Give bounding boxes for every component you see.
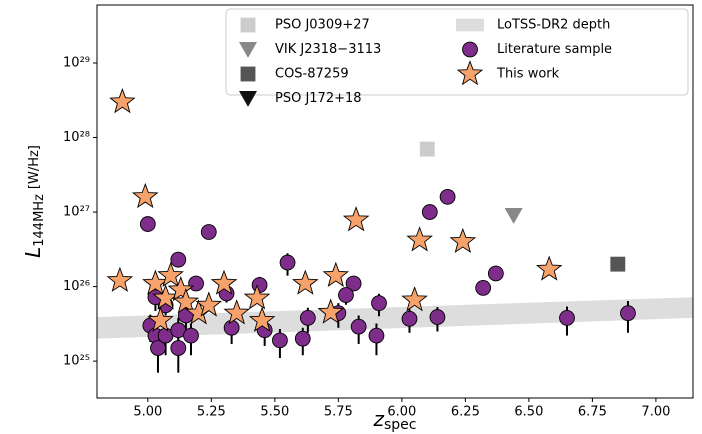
data-point [150, 340, 166, 356]
data-point [223, 299, 251, 325]
data-point [342, 206, 370, 232]
legend-marker [462, 41, 478, 58]
data-point [139, 216, 156, 232]
data-point [338, 287, 354, 303]
data-point [243, 284, 271, 310]
data-point [371, 295, 387, 312]
data-point [131, 182, 159, 209]
x-tick-label: 6.75 [578, 405, 607, 420]
x-tick-label: 5.75 [324, 405, 353, 420]
data-point [200, 224, 217, 240]
data-point [439, 188, 456, 205]
x-tick-label: 6.00 [387, 405, 416, 420]
data-point [170, 251, 187, 268]
data-point [279, 254, 296, 271]
data-point [109, 88, 136, 114]
y-tick-label: 10²⁵ [63, 354, 90, 369]
data-point [272, 332, 288, 349]
data-point [610, 256, 626, 272]
data-point [487, 265, 504, 282]
legend-box [225, 8, 689, 96]
data-point [475, 280, 492, 296]
x-tick-label: 5.00 [133, 405, 162, 420]
data-point [188, 275, 204, 292]
y-label-unit: [W/Hz] [27, 145, 42, 189]
legend-label: PSO J172+18 [275, 91, 362, 106]
legend-marker [239, 42, 257, 58]
data-point [167, 276, 195, 302]
x-tick-label: 5.50 [260, 405, 289, 420]
legend-label: This work [496, 67, 560, 82]
legend-label: PSO J0309+27 [275, 18, 370, 33]
data-point [401, 310, 418, 327]
data-point [152, 284, 179, 310]
data-point [299, 310, 316, 326]
data-point [106, 266, 134, 292]
data-point [620, 305, 636, 322]
y-axis-label: L144MHz [W/Hz] [21, 145, 47, 258]
legend-marker [240, 17, 256, 33]
data-point [449, 227, 477, 254]
x-tick-label: 6.25 [451, 405, 480, 420]
data-point [183, 327, 199, 344]
legend-label: Literature sample [497, 42, 612, 57]
data-point [294, 330, 311, 347]
data-point [419, 141, 435, 157]
plot-area [97, 88, 693, 373]
y-tick-label: 10²⁶ [63, 279, 90, 294]
data-point [210, 269, 238, 295]
y-label-main: L [21, 247, 45, 258]
data-point [157, 261, 184, 287]
y-tick-label: 10²⁷ [63, 205, 90, 220]
x-tick-label: 5.25 [197, 405, 226, 420]
y-label-sub: 144MHz [32, 194, 47, 247]
legend-marker [456, 60, 484, 86]
y-tick-label: 10²⁹ [63, 55, 90, 70]
data-point [322, 261, 350, 287]
data-point [248, 306, 276, 332]
depth-band [97, 297, 693, 339]
legend-marker [240, 66, 256, 82]
x-label-main: z [373, 407, 385, 431]
data-point [223, 319, 240, 336]
legend-marker [239, 91, 257, 107]
x-axis-label: zspec [373, 407, 417, 434]
data-point [406, 226, 433, 252]
data-point [421, 204, 438, 220]
data-point [147, 306, 174, 332]
x-tick-label: 6.50 [514, 405, 543, 420]
data-point [142, 269, 169, 295]
data-point [195, 291, 223, 317]
data-point [535, 255, 563, 281]
data-point [429, 309, 446, 325]
data-point [368, 327, 385, 344]
data-point [317, 298, 345, 324]
legend-label: LoTSS-DR2 depth [497, 18, 610, 33]
data-point [504, 208, 523, 224]
data-point [350, 318, 367, 335]
x-label-sub: spec [384, 417, 417, 433]
y-tick-label: 10²⁸ [63, 130, 90, 145]
data-point [170, 340, 187, 356]
data-point [172, 288, 200, 314]
plot-frame [96, 4, 694, 399]
x-tick-label: 7.00 [641, 405, 670, 420]
data-point [251, 277, 268, 293]
data-point [292, 269, 319, 295]
legend: PSO J0309+27 VIK J2318−3113 COS-87259 PSO J… [225, 8, 689, 107]
data-point [559, 310, 575, 326]
data-point [345, 275, 362, 292]
legend-label: VIK J2318−3113 [275, 42, 381, 57]
legend-label: COS-87259 [275, 67, 349, 82]
data-point [401, 286, 428, 312]
legend-marker [456, 18, 484, 32]
